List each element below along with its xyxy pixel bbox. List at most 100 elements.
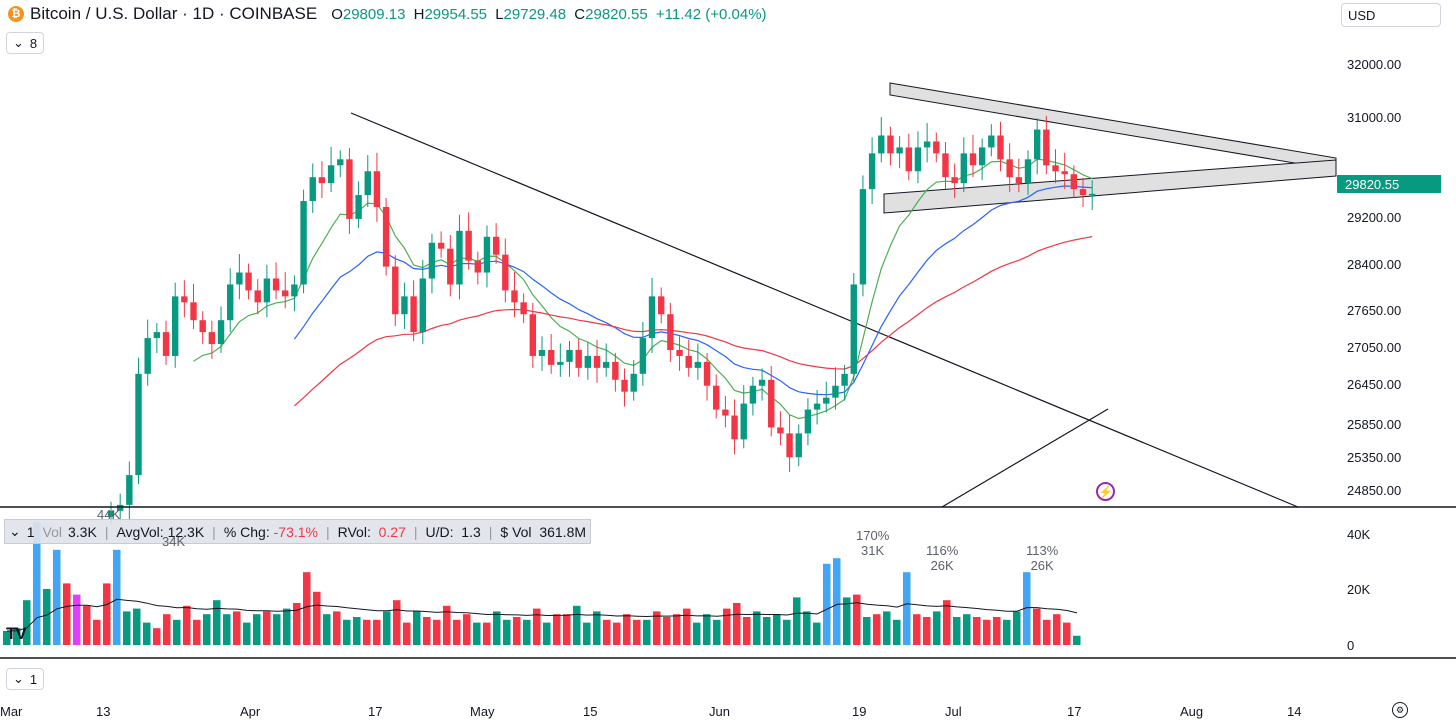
candle[interactable] (988, 135, 995, 148)
volume-bar[interactable] (713, 619, 721, 645)
volume-bar[interactable] (53, 549, 61, 645)
candle[interactable] (355, 195, 362, 219)
volume-bar[interactable] (833, 558, 841, 645)
volume-bar[interactable] (373, 619, 381, 645)
candle[interactable] (1006, 159, 1013, 178)
volume-bar[interactable] (193, 619, 201, 645)
volume-bar[interactable] (533, 608, 541, 645)
volume-bar[interactable] (223, 614, 231, 645)
volume-bar[interactable] (343, 619, 351, 645)
volume-bar[interactable] (623, 614, 631, 645)
volume-bar[interactable] (113, 549, 121, 645)
volume-bar[interactable] (1023, 572, 1031, 645)
candle[interactable] (749, 385, 757, 404)
candle[interactable] (1024, 159, 1032, 184)
candle[interactable] (282, 290, 289, 297)
candle[interactable] (676, 349, 683, 356)
candle[interactable] (896, 147, 903, 154)
candle[interactable] (300, 201, 307, 285)
volume-bar[interactable] (683, 608, 691, 645)
candle[interactable] (933, 141, 940, 154)
candle[interactable] (529, 314, 537, 356)
candle[interactable] (1061, 171, 1068, 175)
volume-bar[interactable] (643, 619, 651, 645)
candle[interactable] (612, 361, 619, 380)
triangle-lower-band[interactable] (883, 159, 1337, 214)
volume-bar[interactable] (413, 611, 421, 645)
volume-bar[interactable] (363, 619, 371, 645)
volume-bar[interactable] (673, 614, 681, 645)
candle[interactable] (492, 236, 500, 255)
candle[interactable] (227, 284, 234, 321)
volume-bar[interactable] (393, 600, 401, 645)
candle[interactable] (419, 278, 426, 333)
candle[interactable] (887, 135, 894, 154)
candle[interactable] (557, 361, 564, 365)
volume-bar[interactable] (273, 614, 281, 645)
volume-bar[interactable] (143, 622, 151, 645)
volume-bar[interactable] (913, 614, 921, 645)
volume-bar[interactable] (663, 617, 671, 645)
candle[interactable] (199, 320, 206, 333)
volume-bar[interactable] (763, 617, 771, 645)
candle[interactable] (1015, 177, 1023, 184)
bottom-pane-toggle-button[interactable]: ⌄ 1 (6, 668, 45, 690)
volume-ma-line[interactable] (6, 598, 1078, 632)
volume-bar[interactable] (513, 617, 521, 645)
volume-bar[interactable] (203, 614, 211, 645)
candle[interactable] (823, 397, 830, 404)
candle[interactable] (236, 272, 243, 285)
candle[interactable] (254, 290, 261, 303)
volume-bar[interactable] (173, 619, 181, 645)
candle[interactable] (309, 177, 316, 202)
candle[interactable] (786, 433, 793, 458)
candle[interactable] (483, 236, 491, 273)
candle[interactable] (566, 349, 573, 362)
candle[interactable] (804, 409, 812, 434)
volume-bar[interactable] (793, 597, 801, 645)
volume-bar[interactable] (313, 591, 321, 645)
candle[interactable] (942, 153, 949, 178)
volume-bar[interactable] (123, 611, 131, 645)
volume-bar[interactable] (843, 597, 851, 645)
candle[interactable] (153, 332, 161, 339)
candle[interactable] (382, 206, 390, 267)
volume-bar[interactable] (963, 614, 971, 645)
volume-bar[interactable] (753, 611, 761, 645)
volume-bar[interactable] (483, 622, 491, 645)
candle[interactable] (291, 284, 298, 297)
volume-bar[interactable] (603, 619, 611, 645)
candle[interactable] (327, 165, 335, 184)
volume-bar[interactable] (973, 617, 981, 645)
volume-bar[interactable] (903, 572, 911, 645)
settings-gear-icon[interactable]: ⚙ (1392, 702, 1408, 718)
candle[interactable] (346, 159, 353, 219)
volume-bar[interactable] (333, 611, 341, 645)
candle[interactable] (584, 355, 592, 368)
candle[interactable] (997, 135, 1004, 160)
volume-bar[interactable] (883, 611, 891, 645)
volume-bar[interactable] (1013, 611, 1021, 645)
volume-bar[interactable] (443, 605, 451, 645)
volume-bar[interactable] (743, 617, 751, 645)
volume-bar[interactable] (583, 622, 591, 645)
symbol-title[interactable]: Bitcoin / U.S. Dollar · 1D · COINBASE (30, 4, 318, 23)
volume-bar[interactable] (693, 622, 701, 645)
volume-bar[interactable] (943, 600, 951, 645)
volume-bar[interactable] (993, 617, 1001, 645)
candle[interactable] (740, 403, 747, 440)
ema-medium-line[interactable] (293, 185, 1093, 396)
volume-bar[interactable] (263, 611, 271, 645)
volume-bar[interactable] (613, 622, 621, 645)
volume-bar[interactable] (423, 617, 431, 645)
volume-bar[interactable] (703, 614, 711, 645)
volume-bar[interactable] (213, 600, 221, 645)
volume-bar[interactable] (733, 603, 741, 645)
volume-bar[interactable] (73, 594, 81, 645)
candle[interactable] (502, 254, 509, 291)
candle[interactable] (621, 379, 628, 392)
volume-bar[interactable] (773, 614, 781, 645)
volume-bar[interactable] (293, 603, 301, 645)
indicators-toggle-button[interactable]: ⌄ 8 (6, 32, 45, 54)
volume-bar[interactable] (1063, 622, 1071, 645)
